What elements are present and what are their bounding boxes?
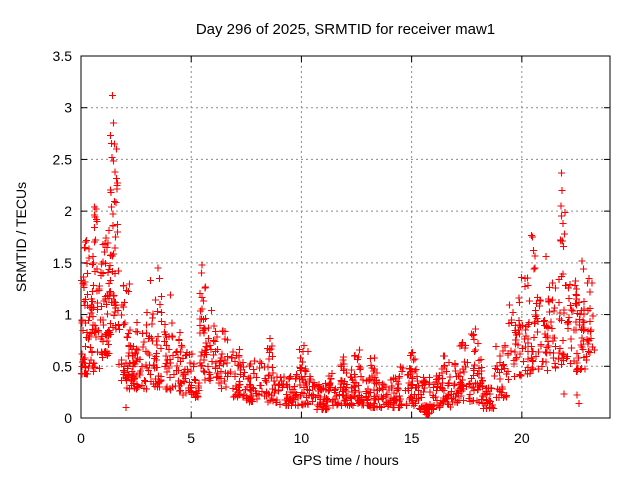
y-tick-label: 3 [64,100,72,116]
y-tick-label: 1 [64,307,72,323]
y-tick-label: 0 [64,410,72,426]
y-tick-label: 3.5 [53,48,73,64]
y-tick-label: 0.5 [53,358,73,374]
x-tick-label: 10 [294,430,310,446]
x-tick-label: 5 [187,430,195,446]
x-tick-label: 20 [514,430,530,446]
x-axis-label: GPS time / hours [292,452,399,468]
y-tick-label: 1.5 [53,255,73,271]
y-tick-label: 2.5 [53,151,73,167]
x-tick-label: 0 [77,430,85,446]
scatter-points [78,92,598,418]
x-tick-label: 15 [404,430,420,446]
plot-border [80,55,611,419]
chart-title: Day 296 of 2025, SRMTID for receiver maw… [195,21,496,38]
y-tick-label: 2 [64,203,72,219]
